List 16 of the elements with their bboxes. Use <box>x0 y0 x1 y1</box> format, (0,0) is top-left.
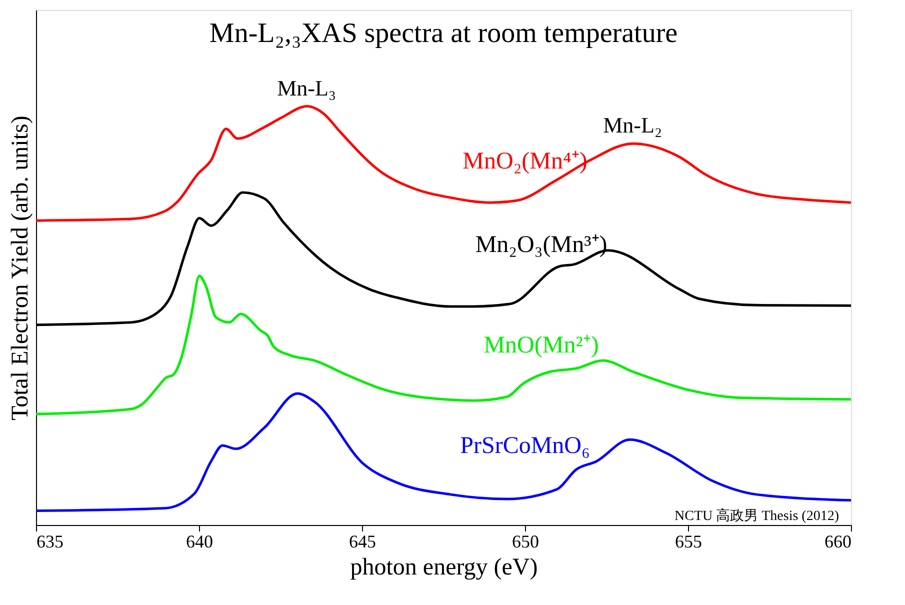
annotation: NCTU 高政男 Thesis (2012) <box>674 508 840 524</box>
x-tick-label: 645 <box>349 532 376 552</box>
annotation: Mn-L₃ <box>277 75 336 100</box>
x-tick-label: 635 <box>36 532 64 552</box>
annotation: Mn-L₂ <box>603 112 662 138</box>
chart-title: Mn-L₂,₃XAS spectra at room temperature <box>209 18 678 49</box>
x-tick-label: 660 <box>824 532 852 552</box>
x-axis-title: photon energy (eV) <box>350 554 538 580</box>
series-label: MnO₂(Mn⁴⁺) <box>462 148 588 174</box>
x-tick-label: 640 <box>186 532 213 552</box>
x-tick-label: 655 <box>675 532 702 552</box>
series-label: Mn₂O₃(Mn³⁺) <box>475 232 608 258</box>
series-label: MnO(Mn²⁺) <box>484 332 599 359</box>
x-tick-label: 650 <box>512 532 539 552</box>
series-label: PrSrCoMnO₆ <box>460 433 590 460</box>
y-axis-title: Total Electron Yield (arb. units) <box>8 116 34 420</box>
